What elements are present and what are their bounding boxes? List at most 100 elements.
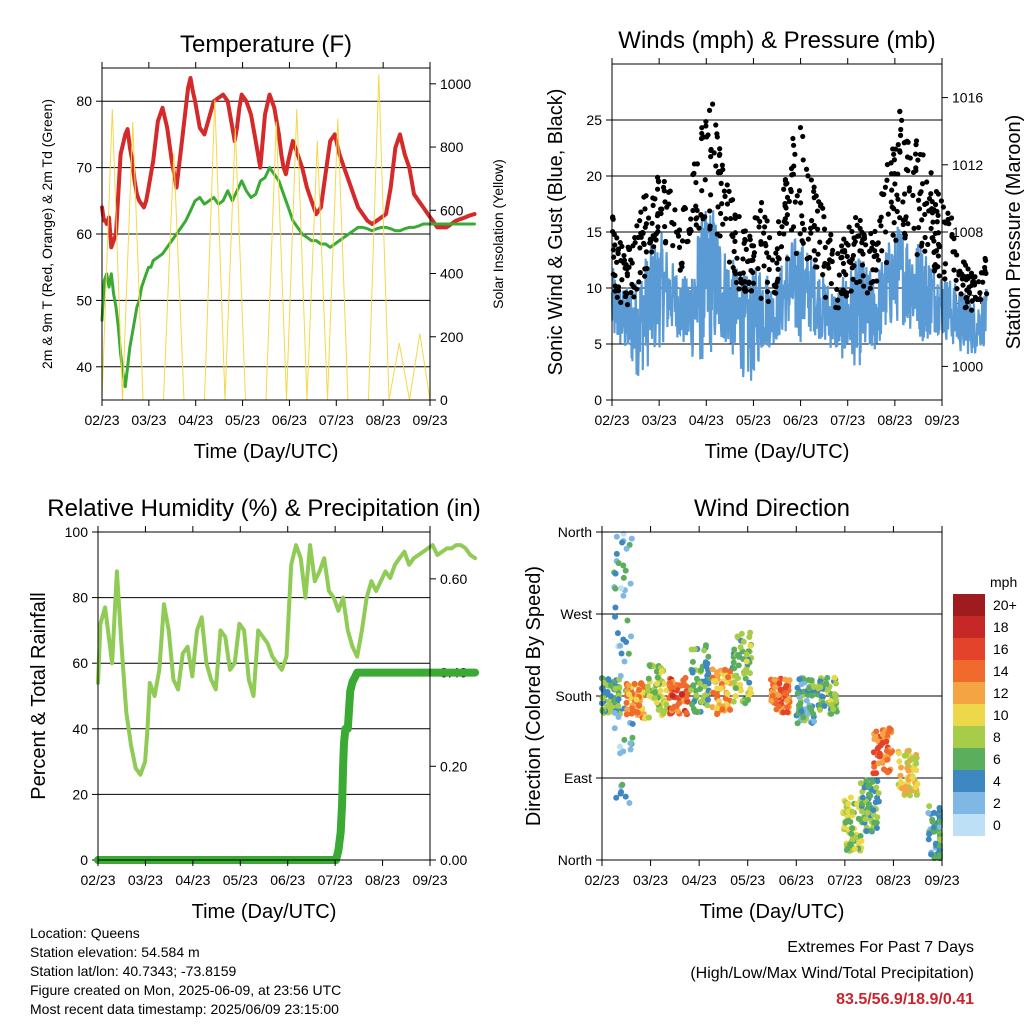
direction-point: [746, 679, 753, 686]
gust-point: [914, 251, 920, 258]
y-right-tick-label: 1016: [952, 90, 983, 106]
gust-point: [822, 244, 828, 251]
gust-point: [757, 208, 764, 214]
direction-point: [817, 706, 824, 713]
y-axis-label: Percent & Total Rainfall: [28, 592, 50, 800]
solar-series-line: [306, 140, 328, 401]
y-tick-label: 25: [586, 112, 602, 128]
gust-point: [710, 101, 716, 107]
gust-point: [960, 282, 966, 288]
gust-point: [894, 208, 900, 215]
direction-point: [873, 824, 880, 831]
x-tick-label: 04/23: [682, 872, 717, 888]
y-tick-label: 20: [586, 168, 602, 184]
gust-point: [844, 253, 850, 260]
direction-point: [742, 675, 749, 682]
direction-point: [645, 714, 652, 721]
direction-point: [867, 792, 874, 799]
gust-point: [788, 188, 794, 195]
direction-point: [617, 750, 624, 757]
direction-point: [808, 677, 815, 684]
gust-point: [621, 252, 627, 259]
gust-point: [790, 224, 797, 230]
gust-point: [899, 117, 905, 123]
gust-point: [885, 211, 891, 217]
chart-panel-1: Winds (mph) & Pressure (mb) 0 5 10 15 20 25 100…: [545, 27, 1024, 463]
color-scale-label: 16: [993, 641, 1009, 657]
direction-point: [674, 707, 681, 714]
y-tick-label: 20: [72, 786, 88, 802]
gust-point: [834, 286, 840, 293]
gust-point: [919, 240, 925, 246]
direction-point: [689, 658, 696, 665]
color-scale-label: 20+: [993, 597, 1017, 613]
gust-point: [699, 130, 705, 137]
direction-point: [936, 807, 943, 814]
gust-point: [783, 220, 790, 226]
gust-point: [842, 249, 848, 255]
gust-point: [706, 107, 713, 113]
direction-point: [689, 667, 696, 674]
gust-point: [825, 261, 831, 268]
gust-point: [965, 266, 971, 272]
y-axis-label: Sonic Wind & Gust (Blue, Black): [545, 89, 567, 376]
gust-point: [891, 151, 897, 157]
y-right-tick-label: 1000: [952, 358, 983, 374]
direction-point: [737, 644, 744, 651]
gust-point: [779, 224, 785, 230]
gust-point: [774, 246, 780, 252]
direction-point: [621, 658, 628, 665]
gust-point: [860, 273, 866, 279]
x-tick-label: 06/23: [270, 872, 305, 888]
gust-point: [675, 233, 682, 239]
direction-point: [895, 750, 902, 757]
gust-point: [978, 296, 984, 303]
chart-panel-2: Relative Humidity (%) & Precipitation (i…: [28, 495, 481, 923]
direction-point: [698, 698, 705, 705]
gust-point: [782, 203, 788, 209]
gust-point: [972, 294, 979, 300]
gust-point: [919, 181, 926, 187]
direction-point: [798, 681, 805, 688]
direction-point: [709, 666, 716, 673]
x-tick-label: 02/23: [584, 872, 619, 888]
direction-point: [625, 691, 632, 698]
gust-point: [976, 279, 982, 285]
gust-point: [775, 219, 782, 225]
gust-point: [797, 200, 804, 206]
direction-point: [702, 678, 709, 685]
direction-point: [863, 828, 870, 835]
direction-point: [701, 647, 708, 654]
gust-point: [649, 249, 655, 255]
direction-point: [623, 711, 630, 718]
direction-point: [628, 633, 635, 640]
gust-point: [743, 246, 749, 252]
gust-point: [784, 194, 791, 201]
x-tick-label: 06/23: [783, 412, 818, 428]
gust-point: [637, 270, 643, 276]
x-tick-label: 07/23: [827, 872, 862, 888]
direction-point: [936, 823, 943, 830]
gust-point: [638, 209, 644, 215]
direction-point: [714, 671, 721, 678]
gust-point: [828, 232, 834, 238]
gust-point: [911, 225, 917, 231]
extremes-values: 83.5/56.9/18.9/0.41: [836, 991, 974, 1008]
direction-point: [654, 680, 661, 687]
gust-point: [897, 148, 903, 154]
y-tick-label: 0: [80, 852, 88, 868]
direction-point: [784, 709, 791, 716]
gust-point: [959, 271, 965, 277]
direction-point: [859, 794, 866, 801]
extremes-box: Extremes For Past 7 Days (High/Low/Max W…: [690, 935, 974, 1013]
chart-title: Temperature (F): [180, 31, 352, 58]
gust-point: [677, 267, 683, 273]
direction-point: [629, 720, 636, 727]
gust-point: [756, 224, 762, 230]
gust-point: [889, 187, 895, 193]
gust-point: [912, 151, 919, 157]
gust-point: [748, 288, 755, 294]
direction-point: [615, 713, 622, 720]
color-scale-label: 0: [993, 817, 1001, 833]
gust-point: [892, 181, 898, 187]
